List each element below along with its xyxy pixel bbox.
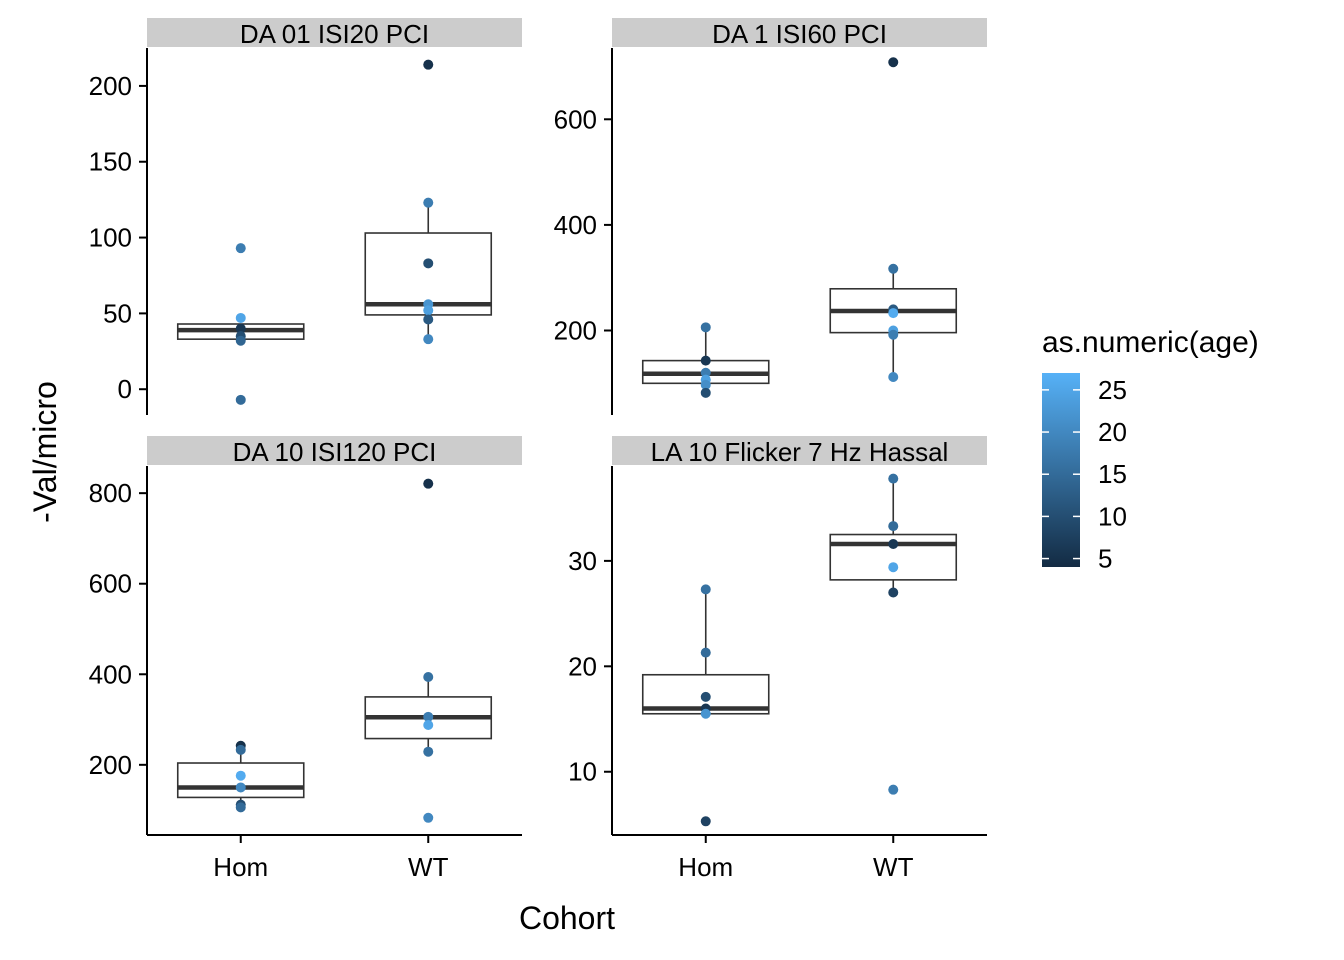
legend-title: as.numeric(age) [1042,326,1259,359]
data-point [888,587,899,598]
facet-strip-label: LA 10 Flicker 7 Hz Hassal [651,437,949,467]
y-tick-label: 200 [89,750,132,780]
x-tick-label: WT [873,852,914,882]
data-point [235,770,246,781]
box [829,268,958,377]
x-tick-label: WT [408,852,449,882]
data-point [888,562,899,573]
legend-ticks: 5 10 15 20 25 [1042,375,1127,574]
data-point [700,355,711,366]
data-point [423,812,434,823]
data-point [423,305,434,316]
facet-panel: DA 01 ISI20 PCI 0 50 100 150 200 [89,18,522,415]
facet-strip [147,18,522,47]
facet-strip-label: DA 01 ISI20 PCI [240,19,429,49]
facet-strip-label: DA 1 ISI60 PCI [712,19,887,49]
y-tick-label: 200 [554,316,597,346]
data-point [888,57,899,68]
data-point [700,816,711,827]
y-tick-label: 20 [568,651,597,681]
legend-tick-label: 20 [1098,417,1127,447]
data-point [235,312,246,323]
data-point [888,263,899,274]
legend-tick-label: 10 [1098,501,1127,531]
data-point [700,647,711,658]
data-point [423,746,434,757]
y-tick-label: 0 [118,374,132,404]
data-point [888,473,899,484]
data-point [700,584,711,595]
facet-strip-label: DA 10 ISI120 PCI [233,437,437,467]
data-point [235,323,246,334]
data-point [700,367,711,378]
y-tick-label: 10 [568,757,597,787]
legend-tick-label: 5 [1098,544,1112,574]
y-axis-title: -Val/micro [27,381,63,523]
y-tick-label: 150 [89,147,132,177]
y-tick-label: 50 [103,298,132,328]
facet-panel: LA 10 Flicker 7 Hz Hassal 10 20 30 Hom WT [568,436,987,882]
data-point [700,708,711,719]
facet-panel: DA 10 ISI120 PCI 200 400 600 800 Hom WT [89,436,522,882]
color-legend: as.numeric(age) 5 10 15 20 25 [1042,326,1259,574]
data-point [423,314,434,325]
x-tick-label: Hom [213,852,268,882]
facet-panel: DA 1 ISI60 PCI 200 400 600 [554,18,987,415]
data-point [423,711,434,722]
data-point [700,387,711,398]
data-point [888,784,899,795]
data-point [235,335,246,346]
data-point [700,322,711,333]
legend-tick-label: 15 [1098,459,1127,489]
data-point [423,334,434,345]
y-tick-label: 30 [568,546,597,576]
facet-strip [147,436,522,465]
box [829,478,958,593]
data-point [700,379,711,390]
data-point [235,802,246,813]
data-point [423,671,434,682]
data-point [423,197,434,208]
legend-tick-label: 25 [1098,375,1127,405]
data-point [423,59,434,70]
x-tick-label: Hom [678,852,733,882]
y-tick-label: 800 [89,478,132,508]
data-point [423,719,434,730]
data-point [423,478,434,489]
facet-strip [612,18,987,47]
data-point [888,308,899,319]
data-point [888,371,899,382]
y-tick-label: 600 [554,104,597,134]
legend-colorbar [1042,373,1080,567]
data-point [235,243,246,254]
data-point [423,258,434,269]
data-point [888,539,899,550]
data-point [888,329,899,340]
data-point [235,394,246,405]
data-point [700,691,711,702]
y-tick-label: 400 [554,210,597,240]
data-point [888,521,899,532]
data-point [235,782,246,793]
y-tick-label: 200 [89,71,132,101]
data-point [235,744,246,755]
y-tick-label: 100 [89,223,132,253]
y-tick-label: 400 [89,659,132,689]
y-tick-label: 600 [89,569,132,599]
facet-strip [612,436,987,465]
x-axis-title: Cohort [519,900,615,936]
